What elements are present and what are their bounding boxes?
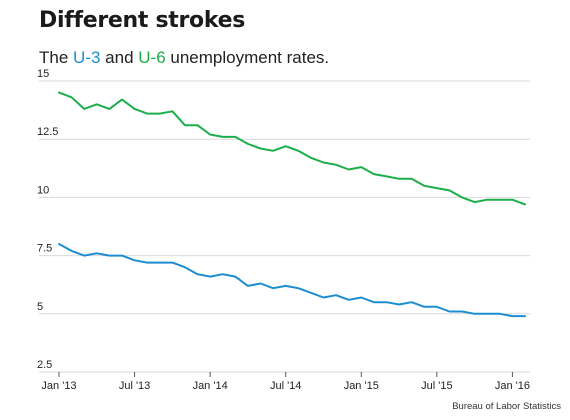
x-tick-label: Jul '13 <box>119 380 150 392</box>
x-tick-label: Jan '13 <box>41 380 76 392</box>
y-tick-label: 15 <box>37 68 49 80</box>
y-tick-label: 2.5 <box>37 359 52 371</box>
series-line-u-3 <box>58 243 526 318</box>
y-tick-label: 5 <box>37 301 43 313</box>
y-tick-label: 12.5 <box>37 126 58 138</box>
x-tick-label: Jan '16 <box>495 380 530 392</box>
subtitle-middle: and <box>100 48 139 67</box>
subtitle-u3-label: U-3 <box>73 48 101 67</box>
x-tick-label: Jul '15 <box>421 380 452 392</box>
x-tick-label: Jul '14 <box>270 380 301 392</box>
chart-title: Different strokes <box>39 8 246 33</box>
subtitle-prefix: The <box>39 48 74 67</box>
y-tick-label: 7.5 <box>37 243 52 255</box>
series-line-u-6 <box>58 91 526 206</box>
subtitle-suffix: unemployment rates. <box>165 48 330 67</box>
y-tick-label: 10 <box>37 184 49 196</box>
chart-subtitle: The U-3 and U-6 unemployment rates. <box>39 48 329 68</box>
subtitle-u6-label: U-6 <box>138 48 166 67</box>
x-tick-label: Jan '15 <box>344 380 379 392</box>
source-credit: Bureau of Labor Statistics <box>452 401 561 412</box>
x-tick-label: Jan '14 <box>193 380 228 392</box>
